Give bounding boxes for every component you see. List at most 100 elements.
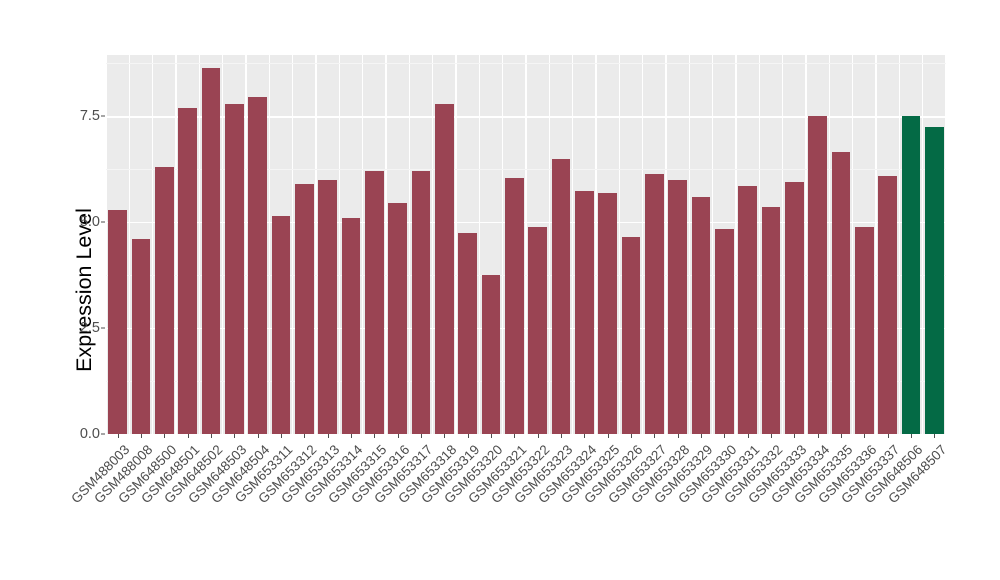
gridline-horizontal-minor xyxy=(106,169,946,171)
gridline-horizontal-minor xyxy=(106,275,946,276)
gridline-vertical xyxy=(338,55,340,434)
x-axis-tick-mark xyxy=(934,434,936,438)
bar xyxy=(225,103,244,434)
gridline-vertical xyxy=(268,55,270,434)
x-axis-tick-mark xyxy=(561,434,562,438)
bar xyxy=(621,237,641,434)
bar xyxy=(575,190,594,434)
x-axis-tick-mark xyxy=(117,434,119,438)
plot-panel xyxy=(106,55,946,434)
bar xyxy=(901,116,921,434)
gridline-vertical xyxy=(945,55,946,434)
x-axis-tick-mark xyxy=(444,434,446,438)
gridline-vertical xyxy=(852,55,854,434)
bar xyxy=(341,218,361,434)
x-axis-tick-mark xyxy=(631,434,632,438)
gridline-vertical xyxy=(828,55,830,434)
bar xyxy=(691,196,711,434)
x-axis-tick-mark xyxy=(187,434,189,438)
bar xyxy=(528,226,547,434)
gridline-vertical xyxy=(572,55,574,434)
gridline-vertical xyxy=(548,55,550,434)
gridline-vertical xyxy=(315,55,317,434)
bar xyxy=(435,103,454,434)
x-axis-tick-mark xyxy=(724,434,726,438)
bar xyxy=(738,186,757,434)
x-axis-tick-mark xyxy=(794,434,796,438)
bar xyxy=(831,152,851,434)
gridline-vertical xyxy=(525,55,527,434)
x-axis-tick-mark xyxy=(374,434,376,438)
gridline-horizontal-minor xyxy=(106,63,946,65)
y-axis-tick-mark xyxy=(101,221,105,223)
gridline-vertical xyxy=(432,55,434,434)
x-axis-tick-mark xyxy=(397,434,399,438)
bar xyxy=(808,116,827,434)
bar xyxy=(855,226,874,434)
x-axis-tick-mark xyxy=(654,434,656,438)
x-axis-tick-mark xyxy=(211,434,212,438)
gridline-vertical xyxy=(642,55,644,434)
bar xyxy=(271,215,291,434)
y-axis-tick-mark xyxy=(101,327,105,329)
bar xyxy=(365,171,384,434)
gridline-vertical xyxy=(782,55,784,434)
x-axis-tick-mark xyxy=(887,434,889,438)
x-axis-tick-mark xyxy=(234,434,236,438)
bar xyxy=(481,275,501,434)
bar xyxy=(668,179,687,434)
gridline-vertical xyxy=(455,55,457,434)
gridline-vertical xyxy=(898,55,900,434)
gridline-vertical xyxy=(292,55,294,434)
bar xyxy=(108,209,127,434)
bar xyxy=(878,175,897,434)
x-axis-tick-mark xyxy=(584,434,586,438)
gridline-horizontal-major xyxy=(106,222,946,224)
bar xyxy=(388,203,407,434)
gridline-vertical xyxy=(198,55,200,434)
x-axis-tick-mark xyxy=(841,434,842,438)
bar xyxy=(178,107,197,434)
bar xyxy=(645,173,664,434)
x-axis-tick-mark xyxy=(747,434,749,438)
y-axis-tick-label: 5.0 xyxy=(79,214,100,231)
x-axis-tick-mark xyxy=(677,434,679,438)
bar xyxy=(785,182,804,434)
gridline-vertical xyxy=(712,55,714,434)
gridline-horizontal-major xyxy=(106,116,946,118)
bar xyxy=(201,67,221,434)
gridline-vertical xyxy=(595,55,597,434)
bar xyxy=(318,179,337,434)
x-axis-tick-mark xyxy=(281,434,282,438)
x-axis-tick-mark xyxy=(164,434,166,438)
gridline-vertical xyxy=(385,55,387,434)
gridline-vertical xyxy=(362,55,364,434)
bar xyxy=(551,158,571,434)
x-axis-tick-labels: GSM488003 GSM488008 GSM648500 GSM648501 GSM6… xyxy=(68,442,949,580)
bar xyxy=(131,239,151,434)
bar xyxy=(925,127,944,434)
x-axis-tick-mark xyxy=(537,434,539,438)
x-axis-tick-mark xyxy=(257,434,259,438)
bar xyxy=(761,207,781,434)
bar xyxy=(155,167,174,434)
gridline-vertical xyxy=(502,55,504,434)
gridline-vertical xyxy=(618,55,620,434)
x-axis-tick-marks xyxy=(106,434,946,440)
x-axis-tick-mark xyxy=(467,434,469,438)
y-axis-tick-labels: 0.0 2.5 5.0 7.5 xyxy=(52,0,100,580)
y-axis-tick-label: 2.5 xyxy=(79,320,100,337)
gridline-vertical xyxy=(408,55,410,434)
gridline-vertical xyxy=(478,55,480,434)
bar xyxy=(295,184,314,434)
y-axis-tick-mark xyxy=(101,115,105,117)
y-axis-tick-label: 0.0 xyxy=(79,426,100,442)
gridline-vertical xyxy=(688,55,690,434)
bar xyxy=(598,192,617,434)
gridline-vertical xyxy=(106,55,107,434)
x-axis-tick-mark xyxy=(351,434,352,438)
x-axis-tick-mark xyxy=(327,434,329,438)
gridline-vertical xyxy=(922,55,924,434)
gridline-vertical xyxy=(222,55,224,434)
gridline-vertical xyxy=(175,55,177,434)
